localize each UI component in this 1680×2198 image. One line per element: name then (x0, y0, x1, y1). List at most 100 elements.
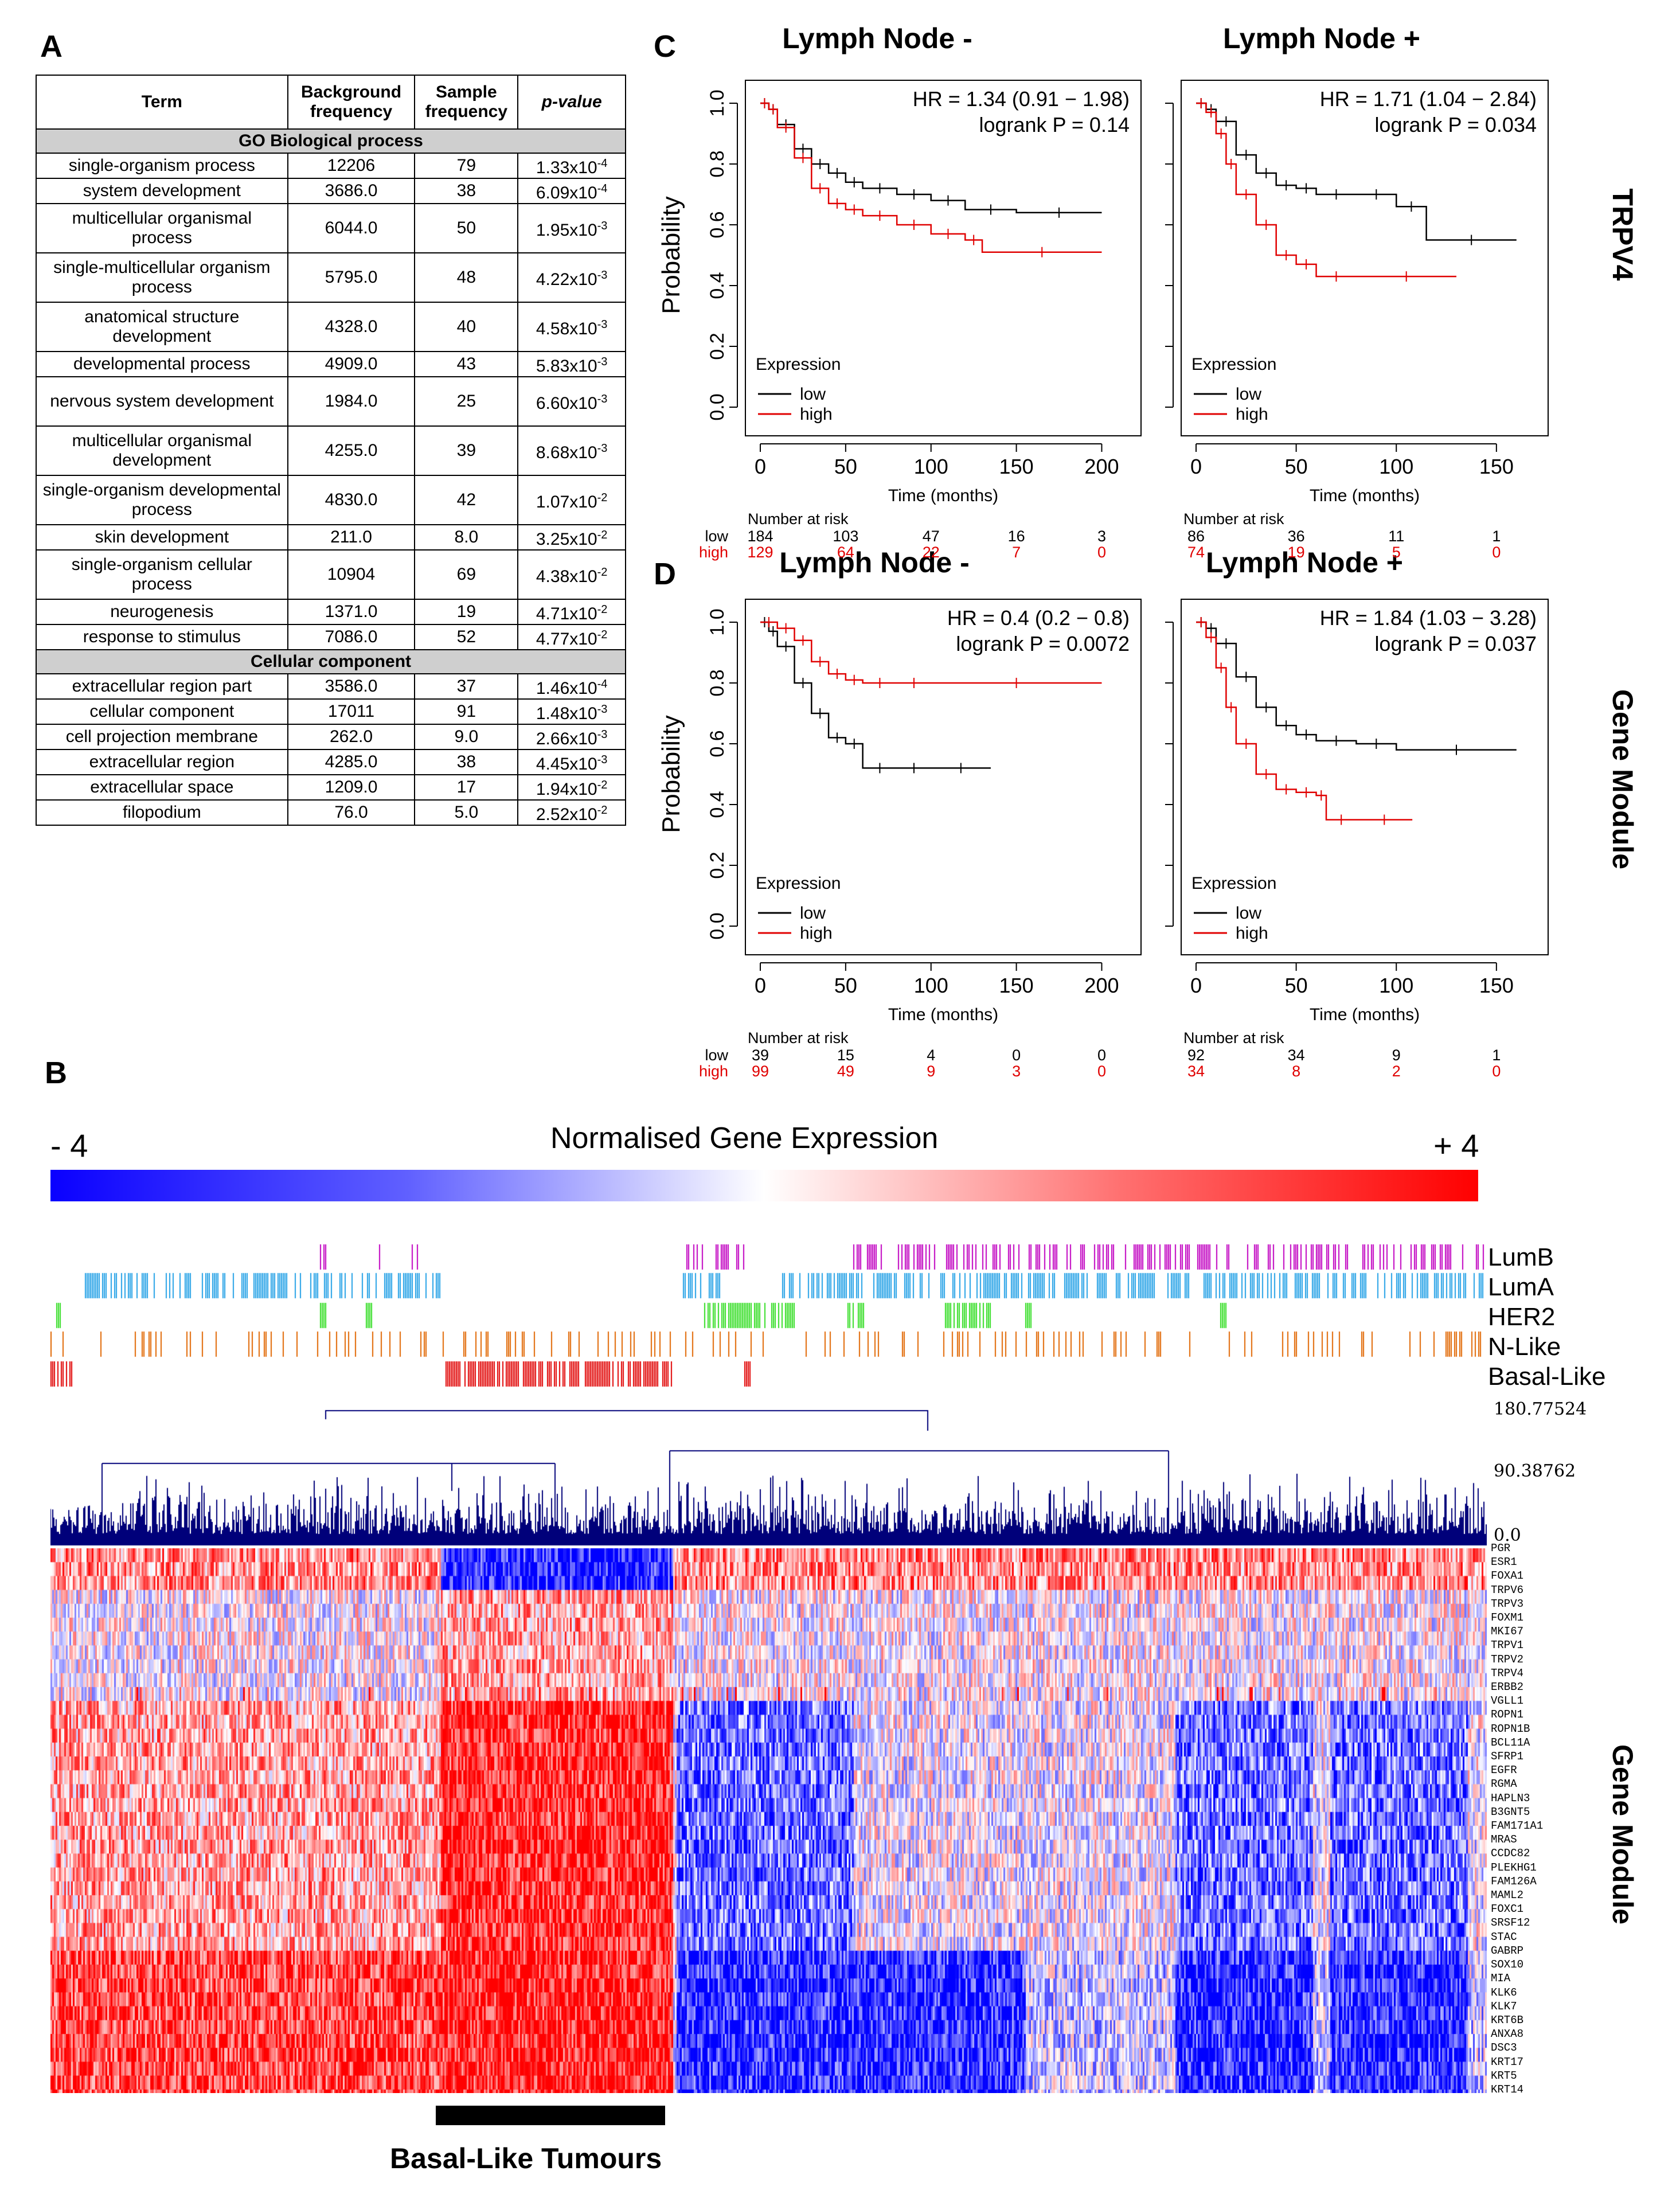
km-risk-title: Number at risk (748, 1029, 849, 1047)
gene-label: VGLL1 (1491, 1695, 1524, 1708)
background-frequency-cell: 3586.0 (287, 673, 416, 700)
table-row: cellular component 17011 91 1.48x10-3 (36, 698, 626, 725)
km-risk-low-count: 47 (923, 528, 940, 545)
p-value-cell: 4.22x10-3 (517, 252, 626, 303)
term-cell: system development (36, 178, 288, 204)
km-risk-high-count: 0 (1492, 1063, 1501, 1080)
p-value-mantissa: 5.83x10 (536, 357, 597, 376)
table-section-row: GO Biological process (36, 128, 626, 154)
term-cell: single-multicellular organism process (36, 252, 288, 303)
gene-label: TRPV4 (1491, 1666, 1524, 1680)
km-risk-low-count: 0 (1012, 1047, 1021, 1064)
table-row: multicellular organismal development 4255… (36, 425, 626, 476)
p-value-cell: 2.52x10-2 (517, 799, 626, 826)
km-risk-label-low: low (705, 1047, 728, 1064)
p-value-exponent: -3 (597, 220, 608, 232)
sample-frequency-cell: 8.0 (414, 524, 519, 551)
km-x-tick-label: 50 (834, 455, 857, 478)
subtype-label-lumb: LumB (1488, 1243, 1554, 1271)
p-value-cell: 1.46x10-4 (517, 673, 626, 700)
basal-like-bar (436, 2106, 665, 2125)
km-y-tick-label: 0.8 (706, 669, 728, 696)
sample-frequency-cell: 42 (414, 475, 519, 525)
km-logrank-text: logrank P = 0.037 (1374, 632, 1537, 655)
p-value-exponent: -3 (597, 728, 608, 741)
km-plot-frame (1181, 80, 1549, 436)
sample-frequency-cell: 19 (414, 599, 519, 625)
p-value-mantissa: 4.45x10 (536, 755, 597, 774)
km-y-axis-label: Probability (657, 715, 685, 833)
table-row: multicellular organismal process 6044.0 50… (36, 203, 626, 253)
sample-frequency-cell: 50 (414, 203, 519, 253)
sample-frequency-cell: 37 (414, 673, 519, 700)
sample-frequency-cell: 40 (414, 302, 519, 352)
p-value-exponent: -2 (597, 804, 608, 817)
p-value-exponent: -4 (597, 157, 608, 170)
km-risk-low-count: 15 (837, 1047, 854, 1064)
background-frequency-cell: 6044.0 (287, 203, 416, 253)
km-risk-title: Number at risk (1183, 510, 1284, 528)
km-legend-low: low (800, 385, 826, 404)
background-frequency-cell: 1371.0 (287, 599, 416, 625)
km-curve-high (1196, 621, 1413, 821)
table-row: anatomical structure development 4328.0 40… (36, 302, 626, 352)
term-cell: response to stimulus (36, 624, 288, 650)
p-value-mantissa: 4.38x10 (536, 567, 597, 586)
p-value-mantissa: 4.22x10 (536, 270, 597, 289)
km-legend-high: high (1236, 405, 1268, 424)
term-cell: anatomical structure development (36, 302, 288, 352)
km-legend-high: high (1236, 924, 1268, 943)
km-x-tick-label: 50 (1285, 974, 1308, 997)
p-value-mantissa: 4.71x10 (536, 604, 597, 623)
km-risk-low-count: 39 (752, 1047, 769, 1064)
km-y-tick-label: 0.0 (706, 393, 728, 420)
gene-label: TRPV3 (1491, 1597, 1524, 1610)
p-value-cell: 3.25x10-2 (517, 524, 626, 551)
table-row: single-multicellular organism process 579… (36, 252, 626, 303)
km-legend-title: Expression (1191, 874, 1276, 893)
header-background-frequency: Background frequency (287, 75, 416, 130)
sample-frequency-cell: 43 (414, 351, 519, 377)
km-risk-low-count: 16 (1008, 528, 1025, 545)
p-value-exponent: -3 (597, 393, 608, 405)
gene-label: ANXA8 (1491, 2028, 1524, 2041)
sample-frequency-cell: 9.0 (414, 724, 519, 750)
gene-label: STAC (1491, 1930, 1517, 1943)
term-cell: single-organism process (36, 153, 288, 179)
term-cell: cell projection membrane (36, 724, 288, 750)
p-value-exponent: -2 (597, 603, 608, 616)
background-frequency-cell: 76.0 (287, 799, 416, 826)
term-cell: single-organism developmental process (36, 475, 288, 525)
background-frequency-cell: 4328.0 (287, 302, 416, 352)
km-plot-frame (1181, 599, 1549, 955)
km-legend-title: Expression (1191, 355, 1276, 374)
gene-label: KLK7 (1491, 2000, 1517, 2013)
table-row: skin development 211.0 8.0 3.25x10-2 (36, 524, 626, 551)
gene-label: KRT14 (1491, 2083, 1524, 2096)
sample-frequency-cell: 39 (414, 425, 519, 476)
p-value-exponent: -3 (597, 356, 608, 368)
gene-label: SRSF12 (1491, 1916, 1530, 1930)
km-legend-low: low (800, 904, 826, 923)
p-value-cell: 2.66x10-3 (517, 724, 626, 750)
gene-label: RGMA (1491, 1778, 1517, 1791)
p-value-mantissa: 4.58x10 (536, 319, 597, 338)
term-cell: extracellular region part (36, 673, 288, 700)
km-x-tick-label: 200 (1084, 974, 1119, 997)
p-value-cell: 4.71x10-2 (517, 599, 626, 625)
km-risk-high-count: 3 (1012, 1063, 1021, 1080)
gene-label: MKI67 (1491, 1625, 1524, 1638)
background-frequency-cell: 211.0 (287, 524, 416, 551)
p-value-mantissa: 1.94x10 (536, 780, 597, 799)
p-value-mantissa: 4.77x10 (536, 630, 597, 649)
header-p-value: p-value (517, 75, 626, 130)
km-risk-label-low: low (705, 528, 728, 545)
km-risk-high-count: 19 (1288, 544, 1305, 561)
term-cell: multicellular organismal development (36, 425, 288, 476)
gene-label: TRPV1 (1491, 1639, 1524, 1652)
p-value-mantissa: 1.95x10 (536, 221, 597, 240)
km-risk-low-count: 86 (1187, 528, 1205, 545)
gene-label: ESR1 (1491, 1556, 1517, 1569)
color-scale-bar (50, 1170, 1478, 1201)
km-x-axis-label: Time (months) (888, 1005, 998, 1024)
